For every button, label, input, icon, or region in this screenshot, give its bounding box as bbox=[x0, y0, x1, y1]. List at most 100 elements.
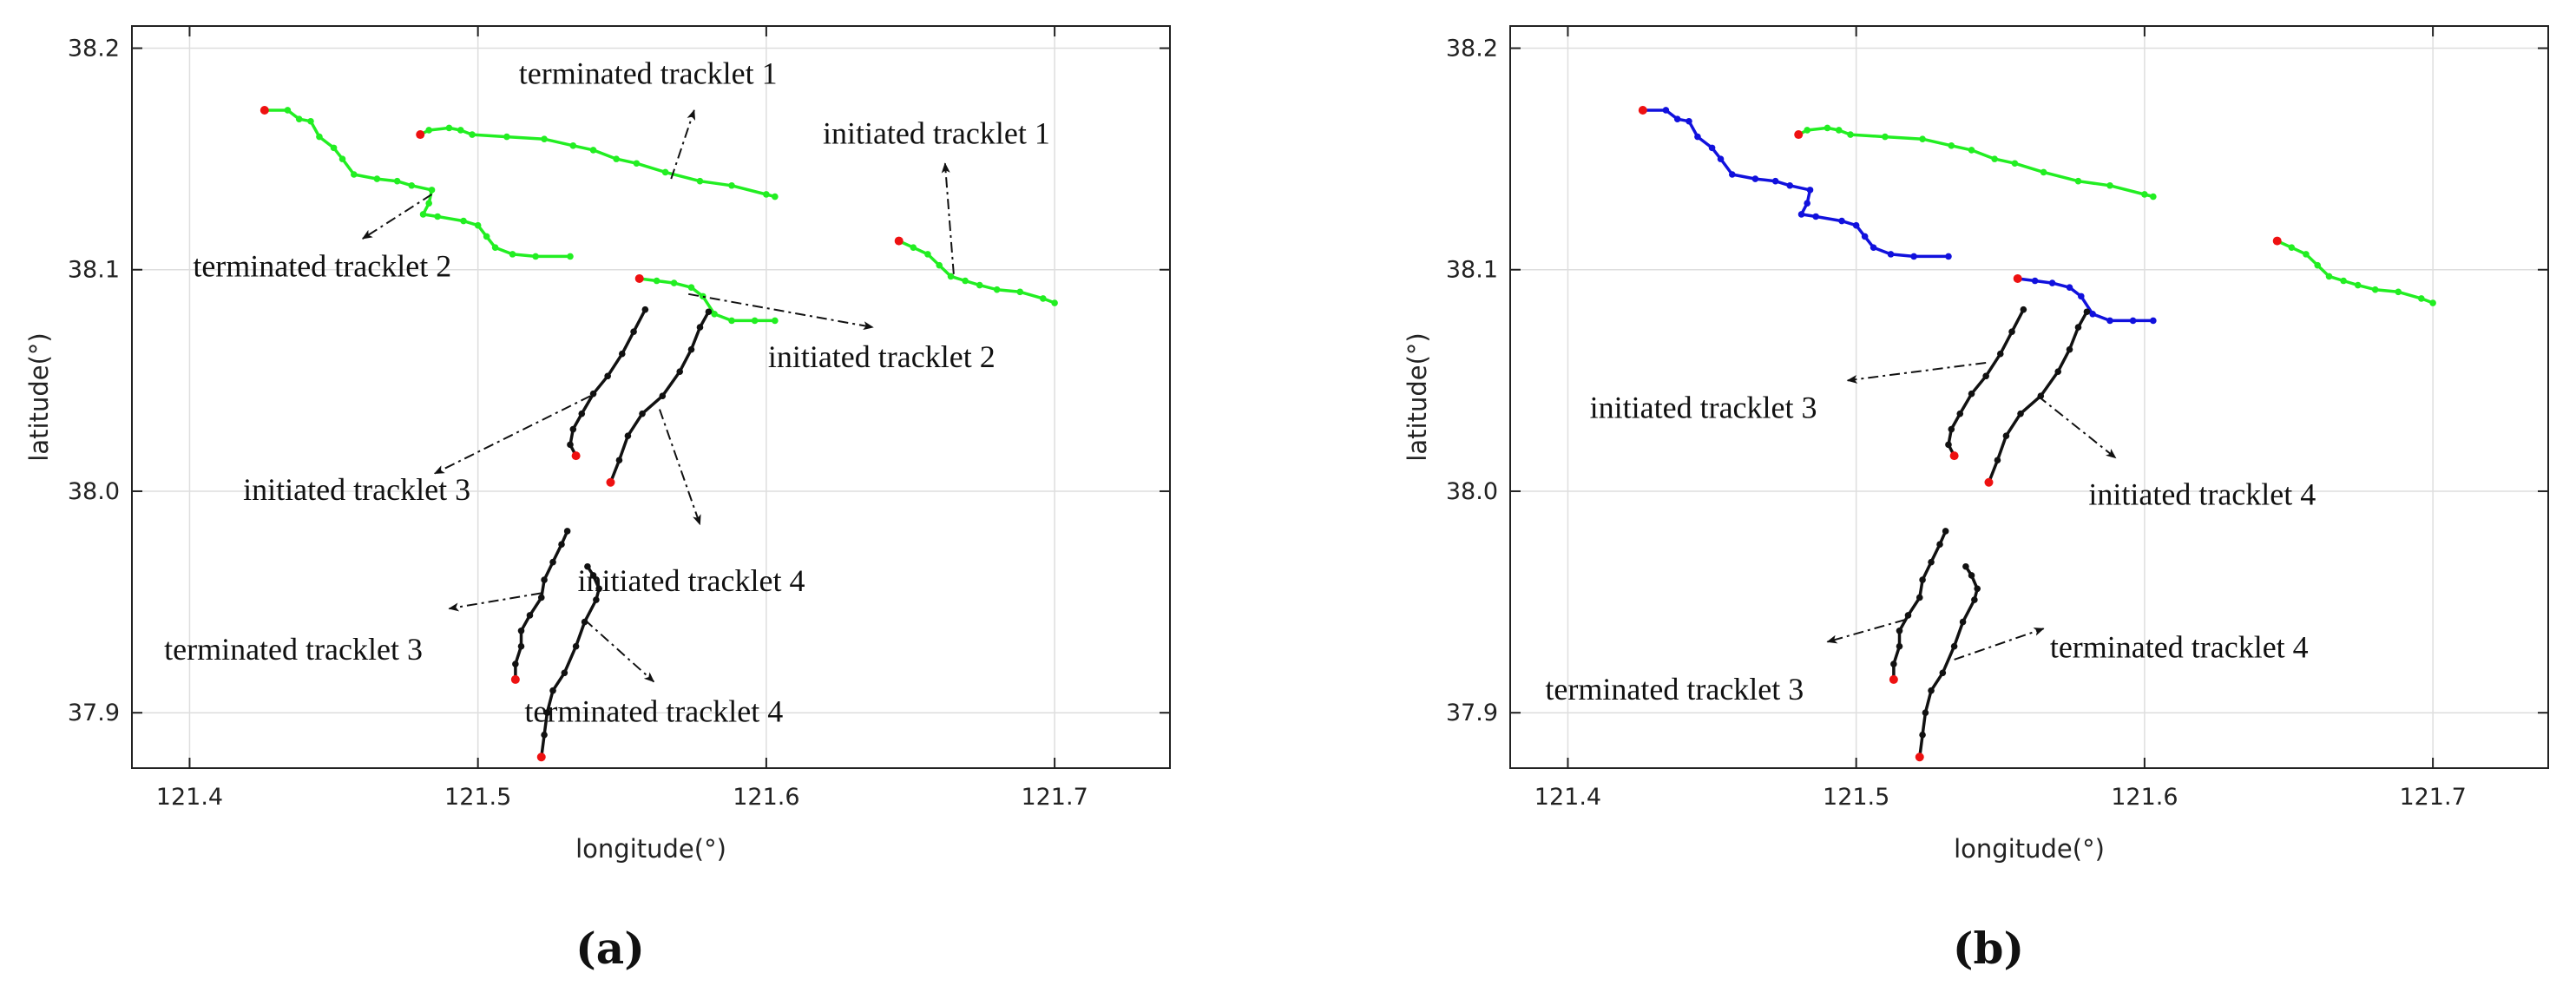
tracklet-point bbox=[2354, 281, 2362, 289]
tracklet-point bbox=[1771, 177, 1779, 185]
annotation-label: initiated tracklet 3 bbox=[1590, 391, 1817, 425]
tracklet-point bbox=[445, 124, 453, 132]
tracklet-point bbox=[1806, 187, 1814, 194]
tracklet-point bbox=[1904, 612, 1912, 619]
tracklet-point bbox=[2150, 193, 2157, 200]
tracklet-point bbox=[572, 642, 580, 650]
tracklet-start-point bbox=[1889, 674, 1898, 684]
tracklet-point bbox=[567, 441, 574, 449]
y-tick-label: 37.9 bbox=[68, 700, 120, 726]
tracklet-point bbox=[2048, 279, 2056, 286]
chart-a: 121.4 121.5 121.6 121.7 37.9 38.0 38.1 38.2 long… bbox=[24, 25, 1171, 974]
tracklet-point bbox=[460, 217, 467, 225]
tracklet-point bbox=[1916, 594, 1923, 601]
tracklet-point bbox=[1919, 135, 1926, 142]
tracklet-point bbox=[763, 191, 770, 198]
tracklet-point bbox=[670, 279, 678, 286]
tracklet-point bbox=[2106, 181, 2113, 189]
annotation-label: terminated tracklet 3 bbox=[1545, 672, 1804, 707]
annotation-label: initiated tracklet 4 bbox=[2088, 476, 2316, 511]
chart-b: 121.4 121.5 121.6 121.7 37.9 38.0 38.1 38.2 long… bbox=[1403, 25, 2549, 974]
tracklet-line bbox=[514, 530, 569, 680]
tracklet-point bbox=[1982, 372, 1989, 380]
tracklet-line bbox=[1918, 565, 1979, 758]
tracklet-point bbox=[408, 181, 416, 189]
tracklet-point bbox=[1797, 211, 1805, 218]
tracklet-point bbox=[537, 594, 545, 601]
x-tick-label: 121.5 bbox=[1823, 784, 1889, 811]
tracklet-point bbox=[595, 585, 602, 593]
annotation-arrow bbox=[659, 409, 701, 526]
y-tick-label: 37.9 bbox=[1446, 700, 1498, 726]
tracklet-start-point bbox=[536, 753, 546, 762]
annotation-arrow bbox=[361, 194, 433, 240]
tracklet-point bbox=[772, 317, 779, 325]
y-tick-label: 38.2 bbox=[68, 36, 120, 62]
plot-frame bbox=[1509, 25, 2549, 769]
annotation-arrow bbox=[941, 162, 955, 274]
tracklet-start-point bbox=[260, 105, 269, 115]
tracklet-point bbox=[1994, 457, 2001, 464]
tracklet-point bbox=[2017, 410, 2024, 417]
tracklet-point bbox=[569, 142, 577, 149]
tracklet-line bbox=[1642, 108, 1948, 259]
y-tick-label: 38.1 bbox=[68, 257, 120, 284]
tracklet-point bbox=[2083, 308, 2091, 316]
plot-frame bbox=[131, 25, 1171, 769]
tracklet-point bbox=[962, 277, 969, 285]
tracklet-line bbox=[2276, 240, 2434, 305]
tracklet-point bbox=[589, 572, 597, 579]
tracklet-start-point bbox=[2013, 273, 2022, 283]
x-tick-label: 121.6 bbox=[733, 784, 799, 811]
tracklet-point bbox=[567, 253, 574, 260]
tracklet-point bbox=[711, 310, 718, 318]
tracklet-point bbox=[1922, 709, 1929, 716]
annotation-arrow bbox=[1826, 619, 1906, 644]
tracklet-point bbox=[1708, 144, 1716, 152]
tracklet-point bbox=[1870, 244, 1877, 252]
tracklet-point bbox=[1991, 155, 1998, 162]
tracklet-point bbox=[1996, 350, 2004, 358]
tracklet-point bbox=[589, 147, 597, 154]
tracklet-point bbox=[425, 127, 432, 134]
tracklet-line bbox=[897, 240, 1055, 305]
tracklet-point bbox=[517, 642, 525, 650]
tracklet-line bbox=[1892, 530, 1948, 680]
x-tick-label: 121.6 bbox=[2111, 784, 2178, 811]
tracklet-point bbox=[549, 687, 556, 694]
tracklet-point bbox=[2303, 251, 2310, 258]
tracklet-point bbox=[2325, 273, 2333, 280]
tracklet-point bbox=[1835, 127, 1843, 134]
tracklet-point bbox=[1950, 642, 1958, 650]
tracklet-point bbox=[2395, 288, 2402, 296]
tracklet-point bbox=[295, 115, 303, 122]
tracklet-point bbox=[1673, 115, 1681, 122]
tracklet-point bbox=[1040, 295, 1047, 302]
y-tick-label: 38.2 bbox=[1446, 36, 1498, 62]
tracklet-point bbox=[1847, 131, 1854, 138]
y-tick-label: 38.0 bbox=[1446, 478, 1498, 505]
tracklet-point bbox=[2150, 317, 2157, 325]
tracklet-point bbox=[541, 135, 548, 142]
tracklet-point bbox=[661, 168, 669, 176]
tracklet-start-point bbox=[571, 451, 581, 461]
tracklet-point bbox=[624, 432, 632, 439]
tracklet-point bbox=[1852, 221, 1860, 229]
tracklet-point bbox=[687, 284, 695, 291]
tracklet-point bbox=[1729, 171, 1736, 178]
tracklet-point bbox=[630, 328, 637, 336]
y-tick-label: 38.0 bbox=[68, 478, 120, 505]
annotation-label: terminated tracklet 2 bbox=[193, 248, 451, 283]
chart-panel-b: 121.4 121.5 121.6 121.7 37.9 38.0 38.1 38.2 long… bbox=[1378, 0, 2576, 999]
tracklet-line bbox=[264, 108, 570, 259]
tracklet-point bbox=[1928, 558, 1935, 566]
tracklet-point bbox=[659, 392, 667, 400]
tracklet-point bbox=[2074, 177, 2082, 185]
tracklet-point bbox=[1686, 117, 1692, 125]
tracklet-point bbox=[351, 171, 358, 178]
annotation-arrow bbox=[433, 395, 591, 475]
tracklet-point bbox=[593, 596, 600, 603]
tracklet-point bbox=[589, 390, 597, 398]
figure-caption: (a) bbox=[575, 923, 645, 974]
tracklet-point bbox=[549, 558, 556, 566]
